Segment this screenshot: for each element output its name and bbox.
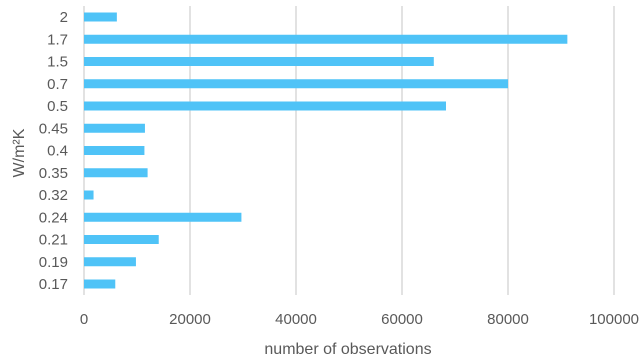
x-tick-label: 40000 bbox=[275, 311, 317, 328]
bar-2 bbox=[84, 12, 117, 22]
bar-0.7 bbox=[84, 79, 508, 89]
x-tick-label: 100000 bbox=[589, 311, 639, 328]
y-tick-label: 0.7 bbox=[47, 76, 68, 93]
x-tick-label: 60000 bbox=[381, 311, 423, 328]
bar-0.24 bbox=[84, 212, 242, 222]
x-tick-label: 0 bbox=[80, 311, 88, 328]
x-tick-labels: 0 20000 40000 60000 80000 100000 bbox=[80, 311, 639, 328]
y-tick-label: 2 bbox=[60, 9, 68, 26]
bar-0.35 bbox=[84, 168, 148, 178]
bar-0.32 bbox=[84, 190, 94, 200]
y-tick-label: 0.4 bbox=[47, 143, 68, 160]
x-tick-label: 80000 bbox=[487, 311, 529, 328]
y-tick-label: 0.21 bbox=[39, 232, 68, 249]
y-tick-label: 0.19 bbox=[39, 254, 68, 271]
y-tick-labels: 2 1.7 1.5 0.7 0.5 0.45 0.4 0.35 0.32 0.24 0.21 0.19… bbox=[39, 9, 68, 293]
bar-0.4 bbox=[84, 146, 145, 155]
y-tick-label: 1.5 bbox=[47, 54, 68, 71]
bar-0.17 bbox=[84, 279, 116, 289]
bar-0.5 bbox=[84, 101, 446, 111]
x-axis-title: number of observations bbox=[264, 341, 431, 358]
y-tick-label: 0.35 bbox=[39, 165, 68, 182]
gridlines bbox=[83, 6, 615, 295]
y-tick-label: 0.32 bbox=[39, 187, 68, 204]
y-axis-title: W/m²K bbox=[11, 128, 28, 177]
x-tick-label: 20000 bbox=[169, 311, 211, 328]
bar-0.21 bbox=[84, 235, 159, 244]
y-tick-label: 0.24 bbox=[39, 209, 68, 226]
bar-0.19 bbox=[84, 257, 136, 267]
bars bbox=[84, 12, 568, 289]
bar-0.45 bbox=[84, 123, 145, 133]
bar-1.7 bbox=[84, 34, 568, 44]
y-tick-label: 0.17 bbox=[39, 276, 68, 293]
bar-1.5 bbox=[84, 57, 434, 66]
y-tick-label: 1.7 bbox=[47, 31, 68, 48]
y-tick-label: 0.45 bbox=[39, 120, 68, 137]
y-tick-label: 0.5 bbox=[47, 98, 68, 115]
